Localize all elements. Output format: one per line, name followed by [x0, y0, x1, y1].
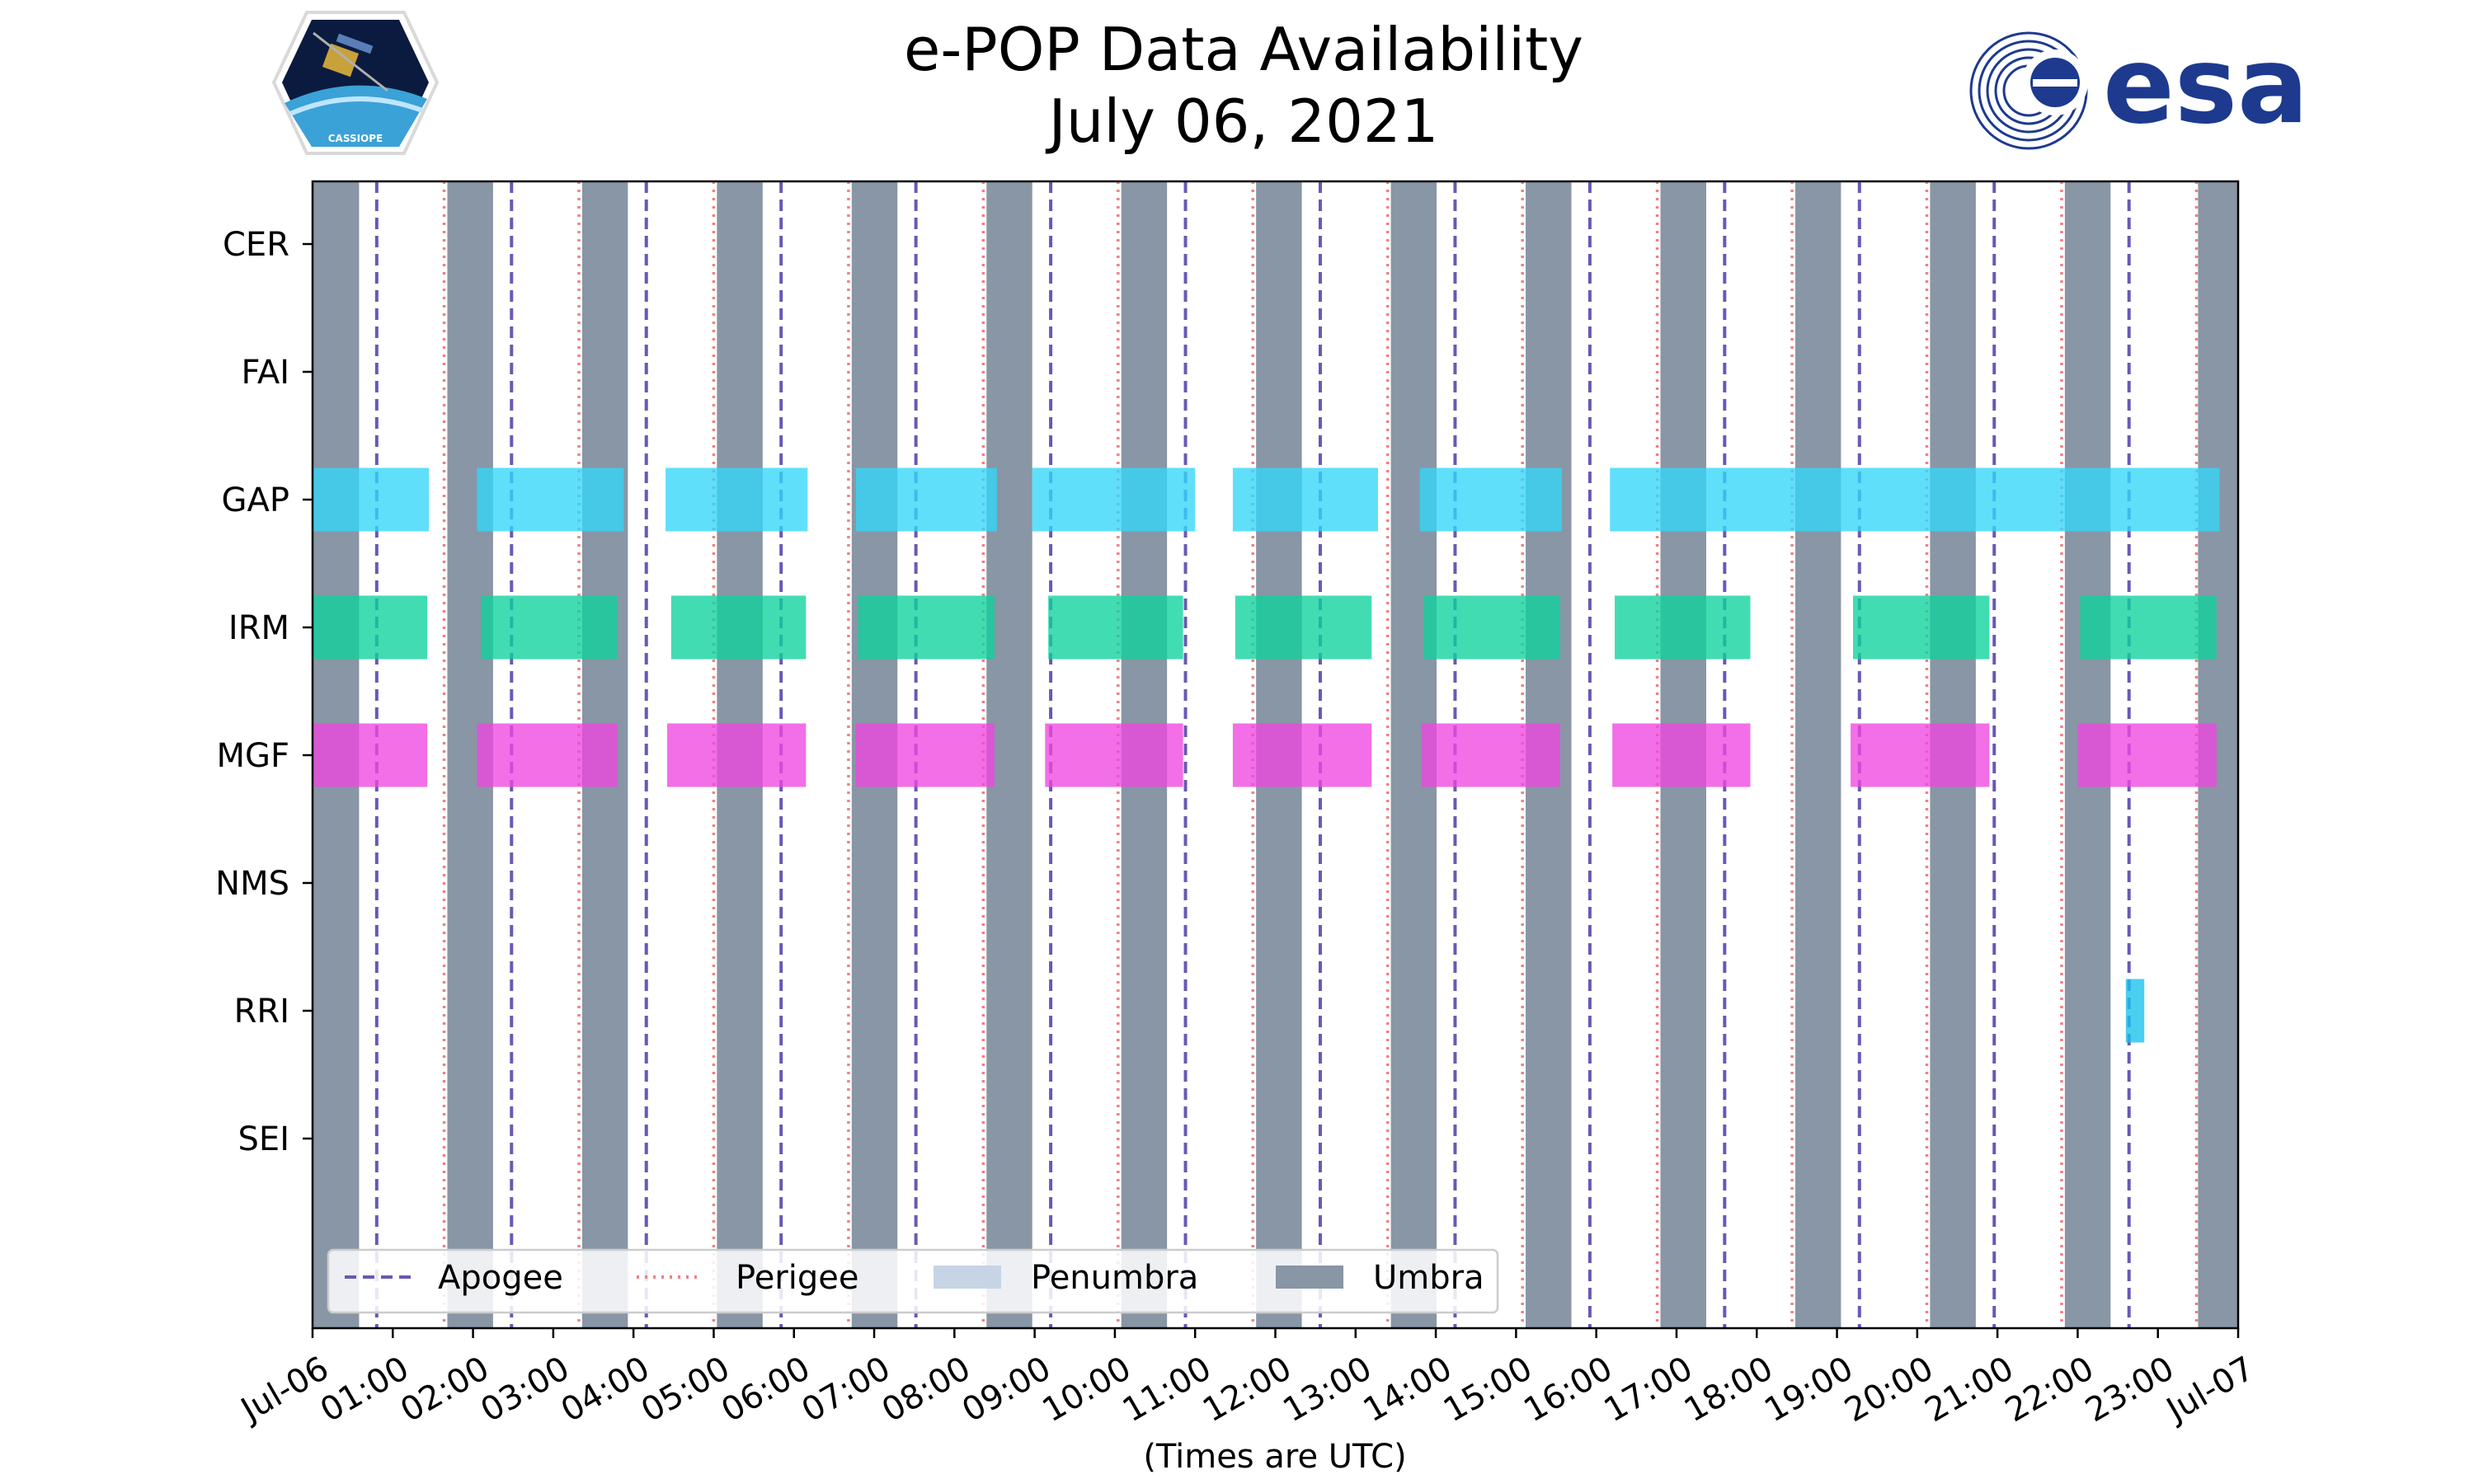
esa-logo-text: esa: [2103, 25, 2308, 148]
cassiope-logo-text: CASSIOPE: [328, 133, 383, 144]
gap-bar-5: [1232, 467, 1379, 532]
x-tick-label-4: 04:00: [555, 1350, 656, 1430]
x-tick-label-14: 14:00: [1357, 1350, 1459, 1430]
mgf-bar-0: [313, 723, 428, 787]
gap-bar-4: [1032, 467, 1196, 532]
mgf-bar-6: [1421, 723, 1560, 787]
y-tick-label-gap: GAP: [222, 481, 289, 519]
legend-umbra-label: Umbra: [1373, 1259, 1484, 1297]
x-tick-label-17: 17:00: [1598, 1350, 1700, 1430]
gap-bar-1: [477, 467, 624, 532]
x-tick-label-12: 12:00: [1197, 1350, 1298, 1430]
gap-bar-0: [313, 467, 430, 532]
legend-penumbra-label: Penumbra: [1031, 1259, 1198, 1297]
x-tick-label-22: 22:00: [1999, 1350, 2100, 1430]
y-tick-label-irm: IRM: [228, 609, 289, 647]
x-tick-label-21: 21:00: [1919, 1350, 2020, 1430]
legend-umbra-swatch: [1276, 1266, 1343, 1289]
x-tick-label-24: Jul-07: [2158, 1350, 2260, 1430]
irm-bar-9: [2080, 595, 2217, 660]
mgf-bar-7: [1612, 723, 1751, 787]
gap-bar-2: [666, 467, 808, 532]
chart-subtitle: July 06, 2021: [1046, 87, 1439, 156]
legend-penumbra-swatch: [934, 1266, 1001, 1289]
x-tick-label-13: 13:00: [1277, 1350, 1378, 1430]
y-axis: CER FAI GAP IRM MGF NMS RRI SEI: [215, 226, 313, 1158]
perigee-lines: [442, 181, 2199, 1328]
mgf-bar-9: [2077, 723, 2217, 787]
y-tick-label-sei: SEI: [238, 1120, 289, 1158]
irm-bar-5: [1235, 595, 1372, 660]
mgf-bar-4: [1045, 723, 1183, 787]
irm-bar-6: [1423, 595, 1560, 660]
mgf-bar-8: [1851, 723, 1990, 787]
y-tick-label-nms: NMS: [215, 865, 289, 903]
x-tick-label-18: 18:00: [1678, 1350, 1780, 1430]
x-axis: Jul-0601:0002:0003:0004:0005:0006:0007:0…: [233, 1328, 2260, 1430]
x-axis-label: (Times are UTC): [1143, 1438, 1406, 1476]
esa-logo: esa: [1969, 25, 2308, 150]
legend-box: [327, 1248, 1499, 1314]
x-tick-label-19: 19:00: [1758, 1350, 1860, 1430]
irm-bar-1: [481, 595, 618, 660]
x-tick-label-11: 11:00: [1117, 1350, 1218, 1430]
irm-bar-7: [1615, 595, 1751, 660]
chart-title: e-POP Data Availability: [904, 15, 1583, 84]
rri-bar-0: [2125, 979, 2145, 1043]
x-tick-label-15: 15:00: [1437, 1350, 1539, 1430]
x-tick-label-2: 02:00: [394, 1350, 496, 1430]
x-tick-label-5: 05:00: [635, 1350, 736, 1430]
irm-bar-8: [1853, 595, 1990, 660]
mgf-bar-3: [855, 723, 995, 787]
x-tick-label-6: 06:00: [715, 1350, 816, 1430]
x-tick-label-10: 10:00: [1036, 1350, 1137, 1430]
gap-bar-7: [1610, 467, 2220, 532]
irm-bar-3: [858, 595, 995, 660]
x-tick-label-23: 23:00: [2079, 1350, 2180, 1430]
x-tick-label-8: 08:00: [876, 1350, 977, 1430]
x-tick-label-9: 09:00: [956, 1350, 1057, 1430]
x-tick-label-0: Jul-06: [233, 1350, 335, 1430]
irm-bar-2: [670, 595, 807, 660]
legend: Apogee Perigee Penumbra Umbra: [327, 1248, 1499, 1314]
x-tick-label-3: 03:00: [474, 1350, 576, 1430]
mgf-bar-2: [667, 723, 807, 787]
y-tick-label-fai: FAI: [242, 354, 290, 392]
cassiope-logo: CASSIOPE: [271, 11, 440, 155]
y-tick-label-mgf: MGF: [216, 737, 289, 775]
umbra-band-11: [1794, 181, 1841, 1328]
irm-bar-0: [313, 595, 428, 660]
x-tick-label-16: 16:00: [1517, 1350, 1619, 1430]
legend-perigee-label: Perigee: [736, 1259, 858, 1297]
x-tick-label-1: 01:00: [314, 1350, 416, 1430]
legend-apogee-label: Apogee: [438, 1259, 563, 1297]
mgf-bar-1: [477, 723, 618, 787]
irm-bar-4: [1048, 595, 1183, 660]
x-tick-label-20: 20:00: [1838, 1350, 1940, 1430]
y-tick-label-rri: RRI: [234, 993, 289, 1031]
gap-bar-3: [855, 467, 997, 532]
availability-bars: [313, 467, 2220, 1043]
gap-bar-6: [1419, 467, 1562, 532]
mgf-bar-5: [1232, 723, 1372, 787]
y-tick-label-cer: CER: [223, 226, 289, 264]
x-tick-label-7: 07:00: [796, 1350, 897, 1430]
